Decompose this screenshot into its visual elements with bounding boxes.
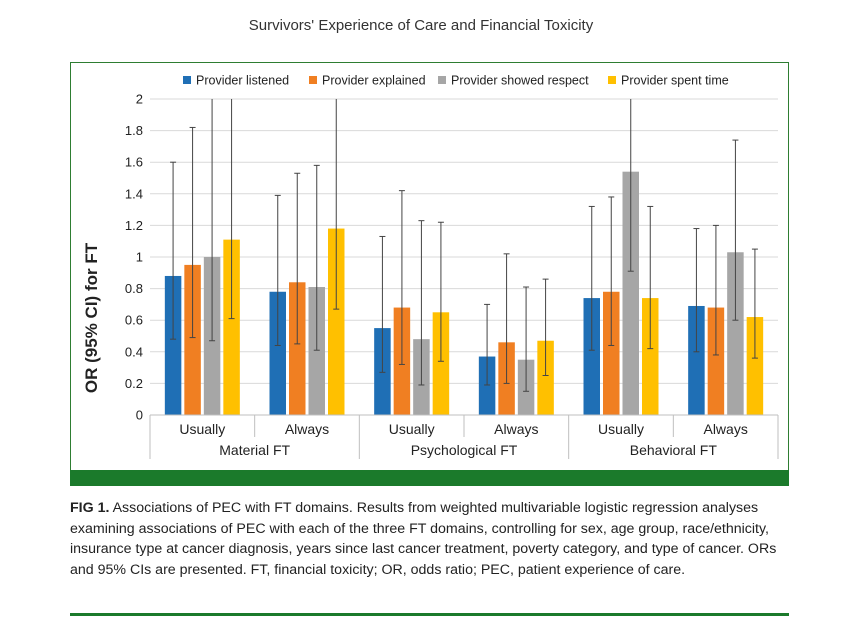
legend-label: Provider explained <box>322 74 426 88</box>
bar <box>707 307 725 415</box>
x-group-label: Psychological FT <box>411 442 518 458</box>
figure-caption: FIG 1. Associations of PEC with FT domai… <box>70 498 790 580</box>
x-category-label: Always <box>494 421 538 437</box>
axes: 0 0.2 0.4 0.6 0.8 1 1.2 1.4 1.6 1.8 2 Usually Always… <box>125 92 779 459</box>
y-tick-label: 1.6 <box>125 155 143 170</box>
legend: Provider listened Provider explained Provi… <box>183 74 729 88</box>
bar <box>537 340 554 415</box>
grid-lines <box>150 98 778 416</box>
bar <box>223 239 240 415</box>
bar <box>642 298 659 415</box>
x-category-label: Usually <box>598 421 644 437</box>
bar <box>289 282 306 415</box>
bars <box>164 171 764 415</box>
figure-band <box>70 470 789 486</box>
legend-swatch <box>608 76 616 84</box>
bar <box>583 298 600 415</box>
bar <box>432 312 450 415</box>
y-tick-label: 1.4 <box>125 186 143 201</box>
error-bars <box>170 99 758 392</box>
x-category-label: Always <box>703 421 747 437</box>
y-tick-label: 0.4 <box>125 344 143 359</box>
bar <box>746 317 764 415</box>
y-tick-label: 0 <box>136 408 143 423</box>
bar <box>184 264 201 415</box>
bar <box>308 287 325 415</box>
legend-swatch <box>438 76 446 84</box>
bar <box>164 275 182 415</box>
legend-label: Provider showed respect <box>451 74 589 88</box>
y-tick-label: 1.2 <box>125 218 143 233</box>
bar <box>478 356 496 415</box>
x-group-label: Behavioral FT <box>630 442 718 458</box>
bar <box>622 171 639 415</box>
y-tick-label: 2 <box>136 92 143 107</box>
bar-chart: 0 0.2 0.4 0.6 0.8 1 1.2 1.4 1.6 1.8 2 Usually Always… <box>82 74 779 459</box>
legend-swatch <box>183 76 191 84</box>
y-tick-label: 1.8 <box>125 123 143 138</box>
caption-text: Associations of PEC with FT domains. Res… <box>70 500 777 578</box>
y-tick-label: 0.2 <box>125 376 143 391</box>
x-category-label: Usually <box>179 421 225 437</box>
figure-frame: 0 0.2 0.4 0.6 0.8 1 1.2 1.4 1.6 1.8 2 Usually Always… <box>70 62 789 485</box>
bar <box>603 291 620 415</box>
y-axis-title: OR (95% CI) for FT <box>82 242 101 393</box>
caption-label: FIG 1. <box>70 500 110 516</box>
page-title: Survivors' Experience of Care and Financ… <box>248 17 594 34</box>
bar <box>727 252 744 415</box>
bar <box>328 228 345 415</box>
bar <box>269 291 286 415</box>
x-category-label: Always <box>285 421 329 437</box>
legend-swatch <box>309 76 317 84</box>
bar <box>688 305 705 415</box>
x-category-label: Usually <box>389 421 435 437</box>
y-tick-label: 0.6 <box>125 313 143 328</box>
legend-label: Provider spent time <box>621 74 729 88</box>
x-group-label: Material FT <box>219 442 290 458</box>
legend-label: Provider listened <box>196 74 289 88</box>
bottom-rule <box>70 613 789 616</box>
y-tick-label: 0.8 <box>125 281 143 296</box>
y-tick-label: 1 <box>136 250 143 265</box>
